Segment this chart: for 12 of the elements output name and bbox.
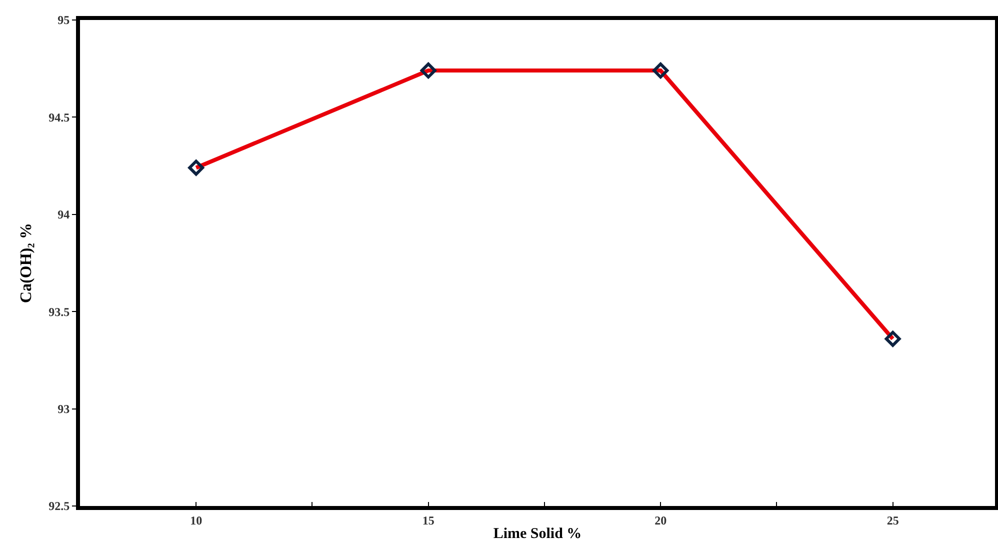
x-tick-label: 20 <box>654 513 667 528</box>
y-tick-label: 93.5 <box>48 304 70 319</box>
x-axis-title: Lime Solid % <box>493 526 582 542</box>
y-tick-label: 94.5 <box>48 110 70 124</box>
y-tick-label: 95 <box>58 13 70 28</box>
x-tick-label: 25 <box>886 513 899 528</box>
y-tick-label: 93 <box>58 402 70 416</box>
y-tick-label: 94 <box>58 208 70 222</box>
y-tick-label: 92.5 <box>48 499 70 514</box>
x-tick-label: 10 <box>190 513 202 528</box>
x-tick-label: 15 <box>422 513 434 528</box>
y-axis-title: Ca(OH)₂ % <box>18 223 35 303</box>
